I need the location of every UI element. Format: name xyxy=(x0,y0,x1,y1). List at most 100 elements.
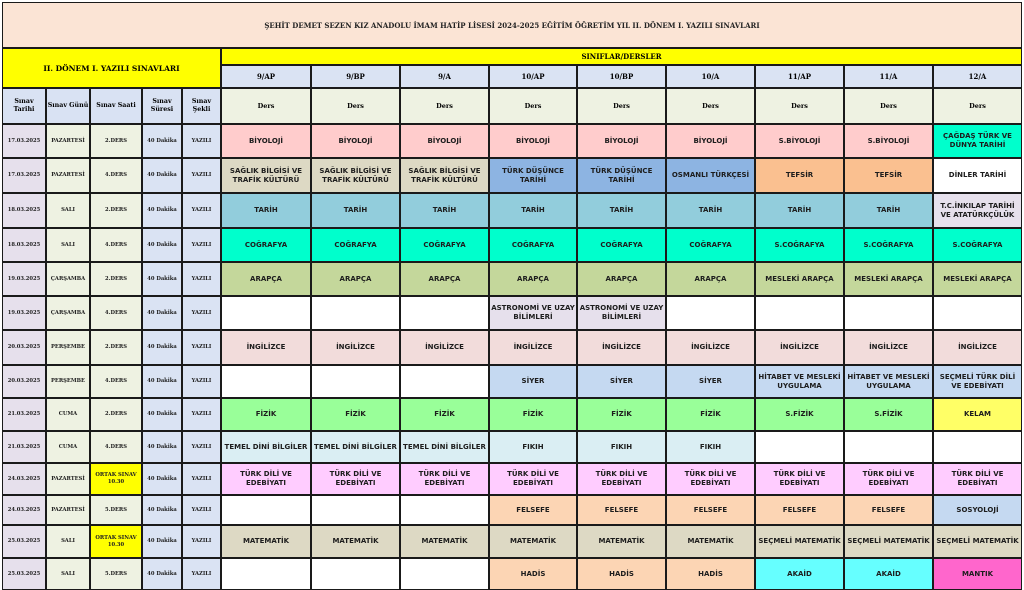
schedule-cell: MESLEKİ ARAPÇA xyxy=(755,262,844,296)
exam-day: PAZARTESİ xyxy=(46,158,90,193)
exam-day: PAZARTESİ xyxy=(46,495,90,525)
schedule-cell: ARAPÇA xyxy=(489,262,577,296)
exam-duration: 40 Dakika xyxy=(142,158,182,193)
schedule-cell xyxy=(400,558,489,590)
exam-day: SALI xyxy=(46,558,90,590)
schedule-cell: KELAM xyxy=(933,398,1022,431)
ders-label: Ders xyxy=(221,88,311,124)
schedule-cell: FIKIH xyxy=(666,431,755,463)
schedule-cell: ASTRONOMİ VE UZAY BİLİMLERİ xyxy=(489,296,577,330)
schedule-cell xyxy=(844,431,933,463)
col-header-type: Sınav Şekli xyxy=(182,88,221,124)
schedule-cell: T.C.İNKILAP TARİHİ VE ATATÜRKÇÜLÜK xyxy=(933,193,1022,228)
schedule-cell: ARAPÇA xyxy=(311,262,400,296)
exam-duration: 40 Dakika xyxy=(142,193,182,228)
exam-time: 2.DERS xyxy=(90,124,142,158)
schedule-cell xyxy=(400,365,489,398)
schedule-cell: HİTABET VE MESLEKİ UYGULAMA xyxy=(755,365,844,398)
exam-day: PERŞEMBE xyxy=(46,330,90,365)
schedule-cell: FİZİK xyxy=(666,398,755,431)
exam-type: YAZILI xyxy=(182,525,221,558)
schedule-cell: TÜRK DİLİ VE EDEBİYATI xyxy=(577,463,666,495)
schedule-cell: HADİS xyxy=(489,558,577,590)
schedule-cell xyxy=(311,296,400,330)
schedule-cell: S.FİZİK xyxy=(755,398,844,431)
exam-date: 20.03.2025 xyxy=(2,365,46,398)
exam-duration: 40 Dakika xyxy=(142,296,182,330)
exam-date: 17.03.2025 xyxy=(2,124,46,158)
schedule-cell: ARAPÇA xyxy=(221,262,311,296)
exam-duration: 40 Dakika xyxy=(142,525,182,558)
exam-type: YAZILI xyxy=(182,296,221,330)
schedule-cell: ARAPÇA xyxy=(400,262,489,296)
schedule-cell: TARİH xyxy=(577,193,666,228)
exam-time: 2.DERS xyxy=(90,330,142,365)
exam-duration: 40 Dakika xyxy=(142,558,182,590)
exam-duration: 40 Dakika xyxy=(142,262,182,296)
exam-date: 20.03.2025 xyxy=(2,330,46,365)
exam-time: 2.DERS xyxy=(90,193,142,228)
schedule-cell: MATEMATİK xyxy=(311,525,400,558)
exam-time: 5.DERS xyxy=(90,495,142,525)
exam-type: YAZILI xyxy=(182,262,221,296)
schedule-cell xyxy=(221,558,311,590)
schedule-cell: FİZİK xyxy=(577,398,666,431)
exam-duration: 40 Dakika xyxy=(142,330,182,365)
exam-date: 19.03.2025 xyxy=(2,262,46,296)
schedule-cell: FELSEFE xyxy=(666,495,755,525)
schedule-cell: HADİS xyxy=(577,558,666,590)
schedule-cell: TARİH xyxy=(755,193,844,228)
exam-day: SALI xyxy=(46,193,90,228)
exam-duration: 40 Dakika xyxy=(142,431,182,463)
exam-date: 24.03.2025 xyxy=(2,463,46,495)
exam-day: PERŞEMBE xyxy=(46,365,90,398)
exam-day: PAZARTESİ xyxy=(46,124,90,158)
schedule-cell xyxy=(311,495,400,525)
schedule-cell xyxy=(666,296,755,330)
schedule-cell: TARİH xyxy=(489,193,577,228)
schedule-cell: TÜRK DİLİ VE EDEBİYATI xyxy=(933,463,1022,495)
schedule-cell: TÜRK DÜŞÜNCE TARİHİ xyxy=(489,158,577,193)
class-header: 10/BP xyxy=(577,65,666,88)
exam-day: PAZARTESİ xyxy=(46,463,90,495)
class-header: 11/AP xyxy=(755,65,844,88)
schedule-cell: SOSYOLOJİ xyxy=(933,495,1022,525)
schedule-cell: TEMEL DİNİ BİLGİLER xyxy=(311,431,400,463)
exam-type: YAZILI xyxy=(182,365,221,398)
schedule-cell: İNGİLİZCE xyxy=(844,330,933,365)
schedule-cell: TEFSİR xyxy=(844,158,933,193)
schedule-cell: TÜRK DİLİ VE EDEBİYATI xyxy=(489,463,577,495)
exam-type: YAZILI xyxy=(182,124,221,158)
schedule-cell: TÜRK DİLİ VE EDEBİYATI xyxy=(755,463,844,495)
schedule-cell: TARİH xyxy=(844,193,933,228)
col-header-day: Sınav Günü xyxy=(46,88,90,124)
class-header: 12/A xyxy=(933,65,1022,88)
schedule-cell: TEMEL DİNİ BİLGİLER xyxy=(221,431,311,463)
schedule-cell: BİYOLOJİ xyxy=(489,124,577,158)
exam-type: YAZILI xyxy=(182,495,221,525)
schedule-cell xyxy=(933,431,1022,463)
schedule-cell: MATEMATİK xyxy=(666,525,755,558)
schedule-cell: İNGİLİZCE xyxy=(221,330,311,365)
exam-day: ÇARŞAMBA xyxy=(46,296,90,330)
schedule-cell: FİZİK xyxy=(311,398,400,431)
schedule-cell: MESLEKİ ARAPÇA xyxy=(844,262,933,296)
siniflar-dersler-header: SINIFLAR/DERSLER xyxy=(221,48,1022,65)
schedule-cell: FİZİK xyxy=(400,398,489,431)
exam-time: 2.DERS xyxy=(90,398,142,431)
schedule-cell: FELSEFE xyxy=(844,495,933,525)
schedule-cell: BİYOLOJİ xyxy=(577,124,666,158)
ders-label: Ders xyxy=(755,88,844,124)
schedule-cell: SİYER xyxy=(489,365,577,398)
schedule-cell: TARİH xyxy=(221,193,311,228)
col-header-date: Sınav Tarihi xyxy=(2,88,46,124)
schedule-cell: COĞRAFYA xyxy=(311,228,400,262)
schedule-cell: BİYOLOJİ xyxy=(311,124,400,158)
ders-label: Ders xyxy=(489,88,577,124)
schedule-cell xyxy=(844,296,933,330)
schedule-cell: TEFSİR xyxy=(755,158,844,193)
schedule-cell: TÜRK DİLİ VE EDEBİYATI xyxy=(221,463,311,495)
schedule-cell: SEÇMELİ MATEMATİK xyxy=(933,525,1022,558)
schedule-cell xyxy=(933,296,1022,330)
exam-type: YAZILI xyxy=(182,330,221,365)
